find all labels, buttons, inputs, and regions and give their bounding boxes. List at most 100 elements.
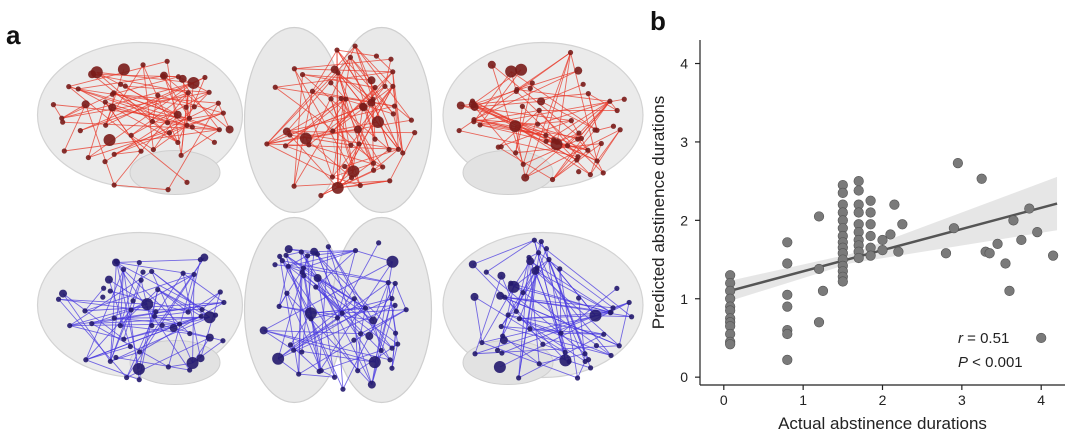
connection-edge: [360, 180, 390, 186]
connection-edge: [355, 250, 393, 263]
brain-node: [159, 322, 165, 328]
brain-node: [508, 280, 514, 286]
connection-edge: [167, 102, 219, 190]
connection-edge: [151, 271, 193, 364]
brain-node: [132, 362, 145, 375]
connection-edge: [217, 103, 231, 130]
brain-node: [202, 74, 208, 81]
connection-edge: [518, 248, 547, 319]
brain-node: [331, 181, 344, 194]
brain-node: [348, 175, 355, 181]
connection-edge: [392, 113, 404, 154]
brain-node: [390, 83, 396, 89]
connection-edge: [516, 89, 610, 102]
brain-node: [59, 289, 68, 298]
cerebellum-outline: [129, 340, 221, 385]
brain-node: [621, 96, 627, 102]
connection-edge: [154, 315, 180, 325]
brain-node: [169, 324, 178, 333]
brain-node: [387, 178, 393, 184]
brain-node: [137, 349, 143, 355]
x-tick-label: 4: [1037, 392, 1045, 408]
connection-edge: [167, 112, 224, 124]
brain-node: [140, 62, 146, 68]
connection-edge: [327, 246, 391, 361]
connection-edge: [166, 61, 182, 156]
data-point: [865, 230, 876, 242]
connection-edge: [113, 92, 189, 186]
connection-edge: [336, 49, 394, 115]
connection-edge: [504, 296, 612, 313]
brain-node: [128, 307, 134, 313]
connection-edge: [305, 129, 359, 139]
connection-edge: [305, 138, 352, 179]
connection-edge: [500, 295, 620, 347]
connection-edge: [528, 257, 540, 364]
connection-edge: [293, 98, 347, 187]
connection-edge: [472, 103, 589, 151]
connection-edge: [514, 125, 526, 178]
brain-node: [318, 368, 324, 374]
connection-edge: [58, 298, 148, 305]
brain-node: [328, 80, 334, 86]
scatter-plot: 0 1 2 3 4 0 1 2 3 4 Actual abstinence durations Pre…: [649, 40, 1065, 433]
brain-node: [299, 132, 312, 145]
connection-edge: [266, 121, 379, 145]
connection-edge: [330, 82, 347, 100]
brain-node: [498, 144, 504, 150]
brain-node: [567, 49, 574, 56]
connection-edge: [337, 72, 374, 100]
connection-edge: [123, 316, 210, 340]
data-point: [782, 354, 793, 366]
connection-edge: [391, 343, 399, 369]
brain-node: [283, 252, 289, 258]
connection-edge: [285, 98, 342, 147]
data-point: [889, 199, 900, 210]
data-point: [813, 263, 825, 275]
connection-edge: [288, 251, 315, 267]
connection-edge: [497, 314, 509, 351]
brain-node: [540, 341, 546, 347]
brain-node: [301, 272, 307, 279]
connection-edge: [538, 110, 579, 158]
connection-edge: [332, 71, 394, 132]
brain-node: [614, 285, 620, 292]
connection-edge: [548, 259, 589, 360]
brain-node: [183, 104, 189, 110]
brain-node: [456, 101, 465, 110]
brain-node: [500, 333, 506, 339]
brain-node: [477, 122, 483, 128]
connection-edge: [85, 346, 131, 361]
data-point: [1004, 285, 1015, 297]
brain-node: [348, 142, 354, 148]
connection-edge: [327, 246, 373, 385]
brain-node: [537, 97, 546, 106]
brain-node: [536, 107, 542, 113]
connection-edge: [192, 274, 195, 364]
connection-edge: [596, 125, 614, 131]
brain-node: [389, 345, 395, 351]
brain-node: [628, 314, 635, 320]
connection-edge: [116, 259, 201, 263]
connection-edge: [545, 100, 611, 142]
brain-node: [371, 115, 384, 128]
brain-node: [580, 81, 586, 87]
brain-node: [365, 332, 374, 341]
brain-node: [88, 70, 97, 79]
brain-node: [118, 81, 124, 87]
connection-edge: [336, 49, 372, 103]
brain-node: [124, 374, 130, 381]
brain-node: [614, 107, 620, 114]
brain-node: [353, 125, 362, 134]
data-point: [877, 245, 888, 256]
brain-node: [610, 305, 616, 311]
brain-node: [304, 307, 317, 320]
connection-edge: [525, 129, 621, 178]
brain-node: [272, 352, 285, 365]
connection-edge: [518, 241, 542, 378]
connection-edge: [290, 298, 393, 346]
brain-node: [191, 104, 197, 110]
data-point: [782, 301, 793, 312]
connection-edge: [486, 239, 535, 273]
brain-node: [543, 132, 549, 138]
